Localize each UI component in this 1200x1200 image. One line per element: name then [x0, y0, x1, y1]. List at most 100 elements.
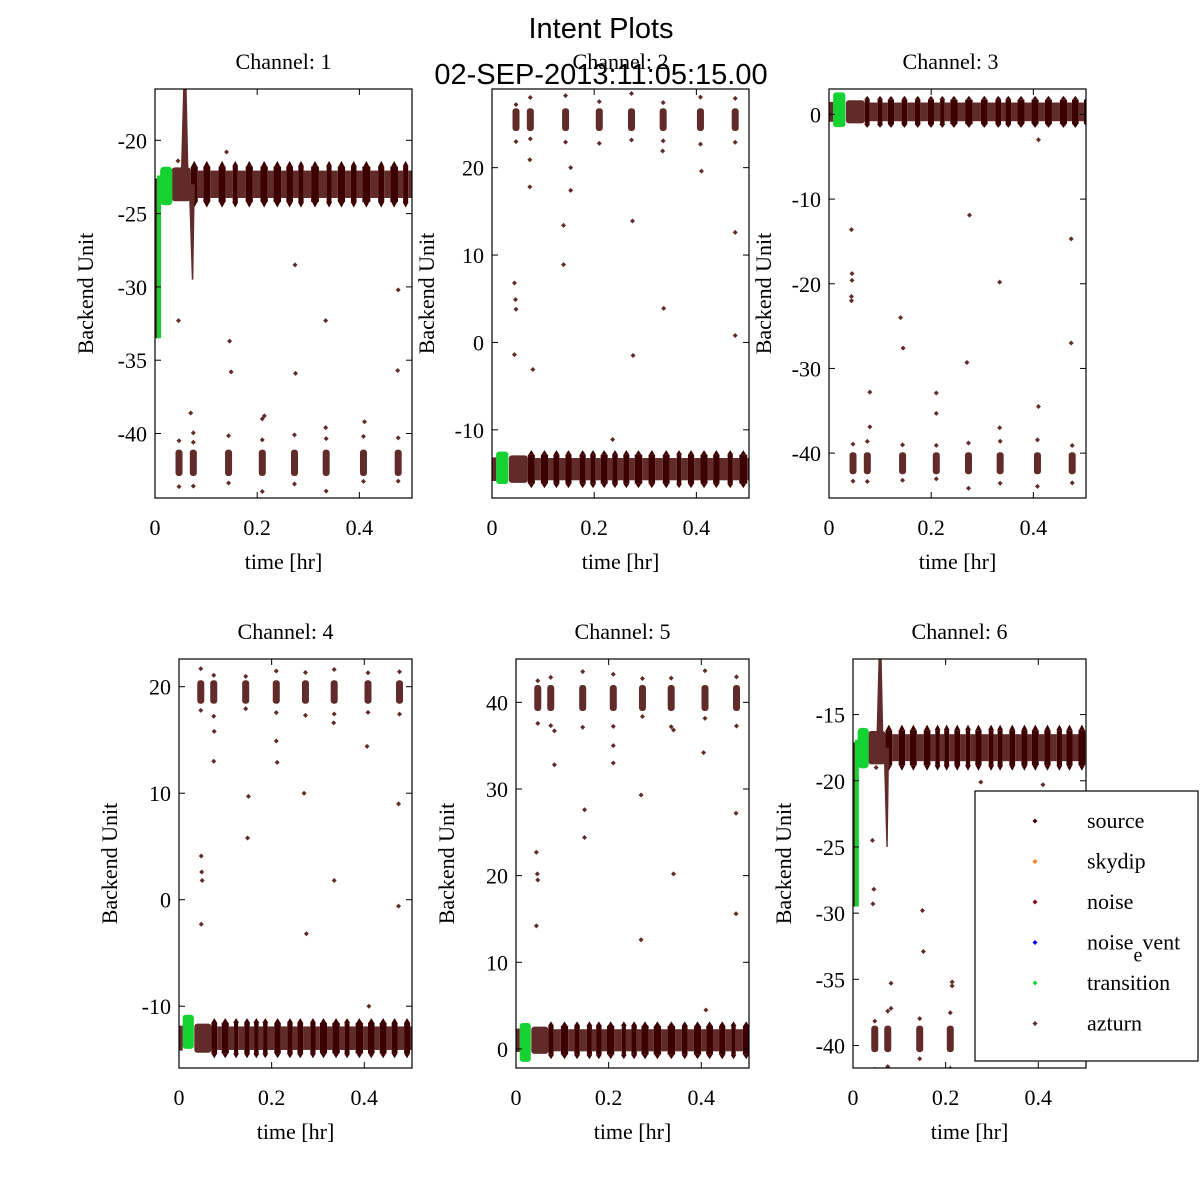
azturn-band-segment	[267, 1026, 275, 1050]
azturn-band-segment	[648, 1029, 654, 1052]
panel-channel-5: 0 0.2 0.4 0 10 20 30 40 Channel: 5 time [hr] Backe…	[434, 619, 750, 1144]
transition-column	[854, 739, 859, 907]
y-tick-label: -35	[816, 967, 845, 992]
source-band-segment	[742, 1025, 749, 1055]
source-band-tip	[877, 123, 884, 128]
source-band-tip	[995, 123, 1002, 128]
outlier-point	[978, 779, 984, 785]
source-band-tip	[1078, 724, 1085, 731]
azturn-band	[179, 1025, 183, 1051]
source-band-tip	[631, 1054, 638, 1060]
source-band-segment	[403, 166, 409, 203]
source-band-tip	[864, 95, 871, 100]
source-band-tip	[404, 1018, 411, 1023]
azturn-cluster-point	[580, 724, 586, 730]
source-band-tip	[901, 95, 908, 100]
azturn-band-segment	[315, 1026, 320, 1050]
transition-band	[833, 92, 846, 128]
outlier-point	[533, 923, 539, 929]
source-band-tip	[688, 483, 695, 489]
source-band-segment	[713, 454, 720, 484]
source-band-segment	[560, 1025, 569, 1055]
y-tick-label: -20	[816, 769, 845, 794]
source-band-tip	[885, 724, 892, 731]
source-band-tip	[253, 1053, 260, 1059]
azturn-cluster-point	[563, 93, 569, 99]
y-tick-label: -40	[792, 441, 821, 466]
azturn-cluster-point	[997, 438, 1003, 444]
source-band-segment	[1005, 99, 1012, 124]
y-tick-label: -25	[118, 202, 147, 227]
source-band-tip	[681, 1021, 688, 1026]
outlier-point	[949, 979, 955, 985]
azturn-cluster	[330, 680, 338, 704]
source-band-segment	[254, 1022, 259, 1054]
outlier-point	[920, 949, 926, 955]
source-band-tip	[898, 724, 905, 731]
source-band-tip	[380, 1053, 387, 1059]
source-band-tip	[743, 1021, 749, 1026]
azturn-band-segment	[681, 458, 688, 481]
source-band-segment	[234, 1022, 239, 1054]
azturn-cluster-point	[702, 668, 708, 674]
source-band-tip	[391, 1053, 398, 1059]
outlier-point	[630, 218, 636, 224]
source-band-tip	[211, 1018, 218, 1023]
plot-area	[492, 91, 749, 489]
azturn-band-segment	[370, 170, 379, 198]
azturn-cluster-point	[563, 139, 569, 145]
azturn-cluster	[946, 1025, 954, 1053]
azturn-band-segment	[571, 458, 580, 481]
azturn-band-segment	[397, 170, 404, 198]
azturn-cluster-point	[917, 1056, 923, 1062]
source-band-segment	[565, 454, 572, 484]
legend-item-noise: noise	[1032, 889, 1133, 914]
source-band-segment	[391, 1022, 398, 1054]
source-band-tip	[274, 1053, 281, 1059]
source-band-tip	[995, 95, 1002, 100]
source-band-tip	[910, 724, 917, 731]
azturn-cluster	[547, 684, 555, 711]
outlier-point	[933, 410, 939, 416]
azturn-cluster-point	[610, 723, 616, 729]
azturn-cluster-point	[660, 100, 666, 106]
source-band-tip	[586, 1021, 593, 1026]
source-band-segment	[245, 166, 253, 203]
azturn-cluster-point	[331, 666, 337, 672]
source-band-tip	[954, 724, 961, 731]
outlier-point	[698, 168, 704, 174]
source-band-tip	[574, 1054, 581, 1060]
azturn-band-segment	[292, 1026, 298, 1050]
azturn-band-segment	[1061, 734, 1067, 762]
outlier-point	[364, 743, 370, 749]
x-axis-label: time [hr]	[582, 549, 660, 574]
source-band-tip	[668, 1021, 675, 1026]
source-band-tip	[595, 1054, 602, 1060]
azturn-band-segment	[933, 102, 941, 122]
azturn-cluster-point	[733, 723, 739, 729]
source-band-segment	[731, 1025, 736, 1055]
source-band-tip	[927, 95, 934, 100]
source-band-segment	[298, 166, 304, 203]
source-band-tip	[727, 450, 734, 455]
source-band-segment	[662, 454, 670, 484]
azturn-band-segment	[217, 1026, 222, 1050]
source-band-segment	[332, 1022, 340, 1054]
azturn-cluster-point	[198, 666, 204, 672]
azturn-cluster-point	[596, 140, 602, 146]
azturn-band-segment	[625, 1029, 632, 1052]
azturn-cluster-point	[733, 674, 739, 680]
source-band-tip	[601, 450, 608, 455]
source-band-segment	[590, 454, 596, 484]
azturn-band-segment	[981, 734, 989, 762]
azturn-cluster	[526, 108, 534, 131]
outlier-point	[190, 439, 196, 445]
azturn-cluster-point	[302, 712, 308, 718]
outlier-point	[888, 1005, 894, 1011]
x-tick-label: 0.2	[595, 1085, 623, 1110]
azturn-cluster	[627, 108, 635, 131]
source-band-tip	[623, 450, 630, 455]
source-band-tip	[262, 1018, 269, 1023]
azturn-cluster-point	[548, 723, 554, 729]
